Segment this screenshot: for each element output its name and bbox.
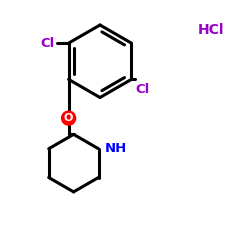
- Text: Cl: Cl: [136, 83, 150, 96]
- Text: Cl: Cl: [40, 36, 55, 50]
- Text: NH: NH: [105, 142, 127, 155]
- Circle shape: [62, 111, 76, 125]
- Text: HCl: HCl: [198, 23, 224, 37]
- Text: O: O: [64, 113, 73, 123]
